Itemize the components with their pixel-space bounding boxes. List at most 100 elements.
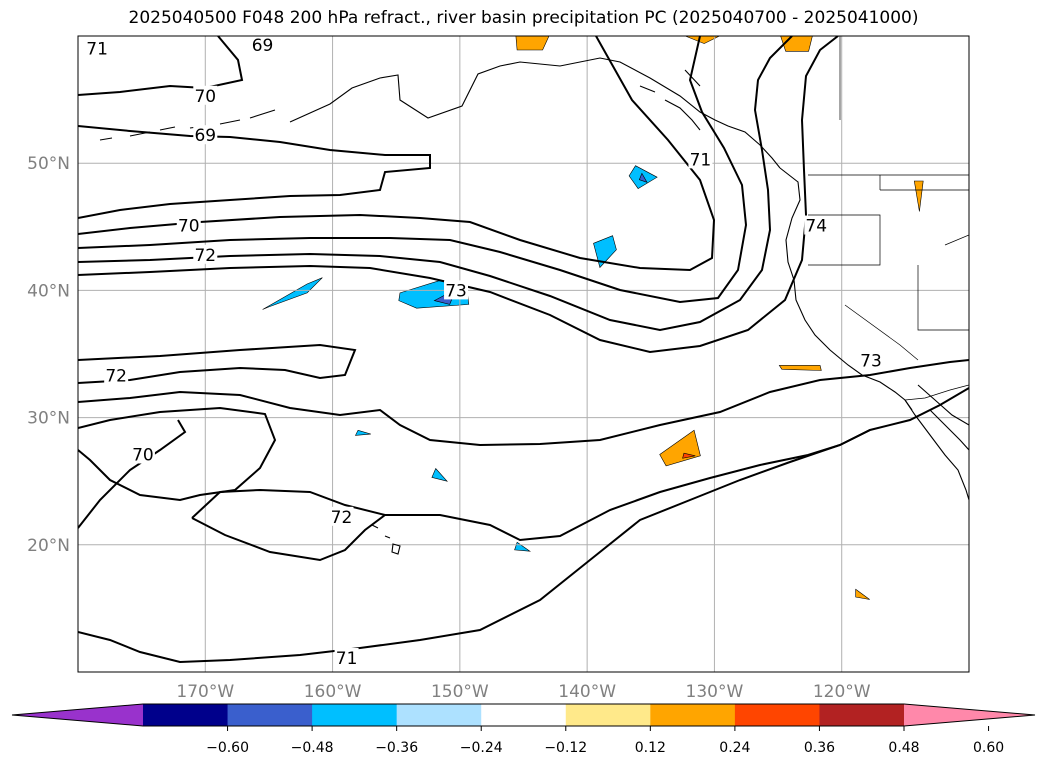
bc-islands xyxy=(639,69,701,131)
contour-label-bg xyxy=(329,506,354,526)
alaska-coast xyxy=(289,57,781,169)
shaded-region xyxy=(354,429,371,436)
map-title: 2025040500 F048 200 hPa refract., river … xyxy=(128,8,919,28)
contour-label-bg xyxy=(193,125,218,145)
colorbar-tick-label: 0.24 xyxy=(719,740,750,756)
colorbar-segment xyxy=(819,704,905,726)
contour-label: 73 xyxy=(445,281,467,301)
baja-california xyxy=(904,399,969,501)
contour-line xyxy=(78,343,357,384)
colorbar-tick-label: −0.24 xyxy=(460,740,503,756)
contour-labels: 71 70 69 69 70 72 73 71 74 72 73 70 72 71 xyxy=(85,36,883,669)
colorbar-tick-label: −0.12 xyxy=(544,740,587,756)
contour-label-bg xyxy=(334,648,359,668)
us-mexico-border xyxy=(904,384,969,401)
contour-label: 70 xyxy=(132,445,154,465)
colorbar-segment xyxy=(143,704,229,726)
contour-label-bg xyxy=(250,36,275,54)
hawaii-islands xyxy=(371,524,401,555)
lon-tick-label: 120°W xyxy=(813,682,871,702)
contour-label: 70 xyxy=(194,87,216,107)
contour-label: 69 xyxy=(194,126,216,146)
plot-frame xyxy=(77,35,970,673)
contour-label-bg xyxy=(688,149,713,169)
contour-line xyxy=(191,429,871,542)
colorbar-segment xyxy=(565,704,651,726)
colorbar-tick-label: 0.48 xyxy=(888,740,919,756)
contour-line xyxy=(78,36,793,332)
contour-label: 72 xyxy=(194,246,216,266)
contour-line xyxy=(78,387,969,664)
shaded-region xyxy=(682,452,696,459)
contour-line xyxy=(78,359,969,447)
contour-label: 73 xyxy=(860,351,882,371)
lat-tick-label: 20°N xyxy=(27,536,70,556)
colorbar-segment xyxy=(650,704,736,726)
contour-label: 74 xyxy=(805,217,827,237)
colorbar-segment xyxy=(227,704,313,726)
contour-label-bg xyxy=(804,215,829,235)
colorbar-tick-label: −0.36 xyxy=(375,740,418,756)
contour-line xyxy=(78,406,277,502)
lat-tick-label: 40°N xyxy=(27,281,70,301)
colorbar: −0.60 −0.48 −0.36 −0.24 −0.12 0.12 0.24 0.36 0.4… xyxy=(11,703,1036,756)
political-borders xyxy=(808,36,969,401)
colorbar-tick-label: −0.60 xyxy=(206,740,249,756)
lon-tick-label: 160°W xyxy=(304,682,362,702)
contour-label: 72 xyxy=(331,508,353,528)
contour-line xyxy=(78,36,748,304)
axis-tick-labels: 50°N 40°N 30°N 20°N 170°W 160°W 150°W 140°W 130°… xyxy=(27,154,871,702)
contour-label: 71 xyxy=(86,40,108,60)
contour-label: 71 xyxy=(690,150,712,170)
colorbar-extend-low xyxy=(12,704,143,726)
contour-label-bg xyxy=(104,365,129,385)
colorbar-segment xyxy=(312,704,398,726)
shaded-region xyxy=(685,36,720,44)
lon-tick-label: 140°W xyxy=(558,682,616,702)
colorbar-tick-label: 0.60 xyxy=(973,740,1004,756)
colorbar-tick-label: −0.48 xyxy=(291,740,334,756)
lat-tick-label: 50°N xyxy=(27,154,70,174)
colorbar-tick-label: 0.12 xyxy=(635,740,666,756)
gulf-of-california xyxy=(929,409,969,451)
shaded-region xyxy=(514,541,531,552)
colorbar-outline xyxy=(11,703,1036,727)
shaded-region xyxy=(638,172,648,183)
contour-label: 69 xyxy=(252,36,274,56)
us-west-coast xyxy=(779,167,913,411)
contour-label-bg xyxy=(858,350,883,370)
colorbar-segment xyxy=(481,704,567,726)
contour-label: 72 xyxy=(105,367,127,387)
contour-label-bg xyxy=(193,85,218,105)
lon-tick-label: 170°W xyxy=(176,682,234,702)
contour-label-bg xyxy=(130,444,155,464)
contour-label: 70 xyxy=(178,217,200,237)
shaded-region xyxy=(431,467,448,482)
contour-line xyxy=(191,514,386,562)
contour-label: 71 xyxy=(336,649,358,669)
shaded-region xyxy=(913,180,924,212)
contour-line xyxy=(78,36,839,354)
contour-label-bg xyxy=(444,280,469,300)
contour-label-bg xyxy=(85,38,110,58)
precipitation-shading xyxy=(262,36,924,600)
contour-line xyxy=(78,419,187,529)
contour-label-bg xyxy=(176,215,201,235)
shaded-region xyxy=(659,429,701,467)
coastlines xyxy=(99,57,969,555)
colorbar-tick-label: 0.36 xyxy=(804,740,835,756)
us-state-lines xyxy=(808,175,969,361)
contour-line xyxy=(78,36,716,272)
shaded-region xyxy=(515,36,550,51)
contour-line xyxy=(78,125,431,219)
shaded-region xyxy=(262,277,323,310)
lon-tick-label: 150°W xyxy=(431,682,489,702)
contour-label-bg xyxy=(193,244,218,264)
shaded-region xyxy=(778,365,822,371)
mexico-coast xyxy=(917,384,969,426)
lon-tick-label: 130°W xyxy=(686,682,744,702)
colorbar-segment xyxy=(396,704,482,726)
lat-tick-label: 30°N xyxy=(27,409,70,429)
colorbar-extend-high xyxy=(904,704,1035,726)
